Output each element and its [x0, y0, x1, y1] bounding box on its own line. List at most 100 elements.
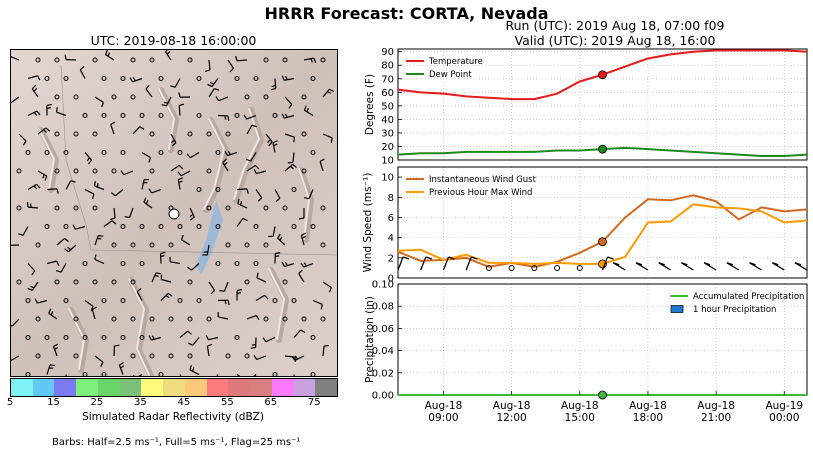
wind-barb — [110, 121, 116, 135]
calm-wind-marker — [139, 113, 145, 118]
y-tick-label: 0.04 — [372, 346, 394, 357]
wind-barb — [298, 207, 305, 220]
wind-barb — [170, 164, 184, 172]
calm-wind-marker — [63, 76, 69, 81]
calm-wind-marker — [44, 224, 50, 229]
wind-barb — [93, 181, 105, 191]
calm-wind-marker — [92, 205, 98, 211]
wind-barb — [217, 114, 230, 121]
colorbar-tick-label: 65 — [264, 397, 278, 408]
wind-barb — [186, 151, 200, 159]
calm-wind-marker — [130, 57, 136, 63]
calm-wind-marker — [215, 261, 221, 266]
calm-wind-marker — [73, 131, 79, 137]
wind-barb — [243, 114, 257, 120]
calm-wind-marker — [291, 298, 297, 303]
wind-barb — [132, 126, 145, 135]
wind-barb — [281, 75, 295, 81]
y-tick-label: 40 — [381, 115, 394, 126]
y-tick-label: 0.08 — [372, 302, 394, 313]
calm-wind-marker — [225, 205, 231, 211]
calm-wind-marker — [282, 316, 288, 322]
wind-barb — [72, 224, 86, 230]
wind-barb — [188, 337, 200, 346]
figure-title: HRRR Forecast: CORTA, Nevada — [264, 4, 549, 23]
colorbar-segment — [119, 379, 142, 396]
wind-barb — [84, 188, 95, 200]
colorbar-segment — [293, 379, 316, 396]
wind-barb — [136, 288, 143, 301]
wind-barb-feather — [794, 262, 802, 266]
calm-wind-marker — [44, 335, 50, 340]
calm-wind-marker — [16, 279, 22, 285]
current-time-point — [598, 237, 607, 247]
ridge-highlight — [158, 88, 176, 150]
calm-wind-marker — [35, 316, 41, 322]
wind-barb — [151, 272, 161, 283]
calm-wind-marker — [44, 76, 50, 81]
wind-barb — [322, 281, 332, 293]
wind-barb — [118, 361, 125, 375]
y-axis-label: Wind Speed (ms⁻¹) — [362, 173, 374, 273]
wind-barb — [143, 197, 153, 209]
legend-label: Accumulated Precipitation — [693, 292, 804, 302]
wind-barb-feather — [681, 262, 688, 266]
lake — [196, 200, 223, 275]
wind-barb — [246, 164, 260, 172]
colorbar-segment — [141, 379, 164, 396]
barbs-legend-note: Barbs: Half=2.5 ms⁻¹, Full=5 ms⁻¹, Flag=… — [52, 437, 301, 448]
county-boundary — [60, 64, 337, 256]
colorbar-segment — [32, 379, 55, 396]
wind-barb — [46, 260, 60, 266]
x-tick-label: 09:00 — [428, 412, 458, 424]
calm-wind-marker — [225, 353, 231, 359]
wind-barb — [165, 50, 172, 61]
wind-barb — [246, 314, 260, 321]
calm-wind-marker — [16, 205, 22, 211]
wind-barb — [442, 256, 450, 271]
wind-barb — [145, 84, 153, 98]
wind-barb — [235, 55, 248, 62]
calm-wind-marker — [531, 265, 538, 271]
calm-wind-marker — [149, 316, 155, 322]
calm-wind-marker — [149, 57, 155, 63]
wind-barb — [465, 256, 472, 271]
calm-wind-marker — [187, 353, 193, 359]
wind-barb — [304, 189, 314, 200]
calm-wind-marker — [73, 279, 79, 285]
calm-wind-marker — [158, 76, 164, 81]
wind-barb-feather — [471, 256, 478, 260]
calm-wind-marker — [168, 242, 174, 248]
station-wind-barbs — [397, 256, 808, 271]
calm-wind-marker — [130, 316, 136, 322]
wind-barb-feather — [448, 256, 455, 260]
reflectivity-colorbar — [10, 378, 338, 397]
x-tick-label: 18:00 — [633, 412, 663, 424]
wind-barb — [187, 263, 200, 271]
calm-wind-marker — [282, 205, 288, 211]
calm-wind-marker — [263, 205, 269, 211]
wind-barb — [18, 226, 29, 236]
calm-wind-marker — [206, 131, 212, 137]
calm-wind-marker — [206, 205, 212, 211]
wind-barb — [178, 103, 185, 116]
calm-wind-marker — [120, 298, 126, 303]
plot-frame — [397, 48, 808, 161]
wind-barb — [255, 294, 269, 302]
wind-barb — [227, 59, 234, 73]
colorbar-segment — [315, 379, 338, 396]
calm-wind-marker — [244, 353, 250, 359]
colorbar-tick-label: 75 — [307, 397, 321, 408]
y-axis-label: Degrees (F) — [364, 74, 376, 135]
calm-wind-marker — [101, 150, 107, 155]
calm-wind-marker — [149, 131, 155, 137]
calm-wind-marker — [92, 131, 98, 137]
calm-wind-marker — [35, 57, 41, 63]
ridge-shade — [298, 167, 315, 243]
wind-barb — [202, 244, 210, 256]
y-tick-label: 70 — [381, 74, 394, 85]
calm-wind-marker — [101, 372, 107, 376]
wind-barb — [65, 180, 76, 190]
colorbar-segment — [184, 379, 207, 396]
y-tick-label: 2 — [388, 253, 394, 264]
